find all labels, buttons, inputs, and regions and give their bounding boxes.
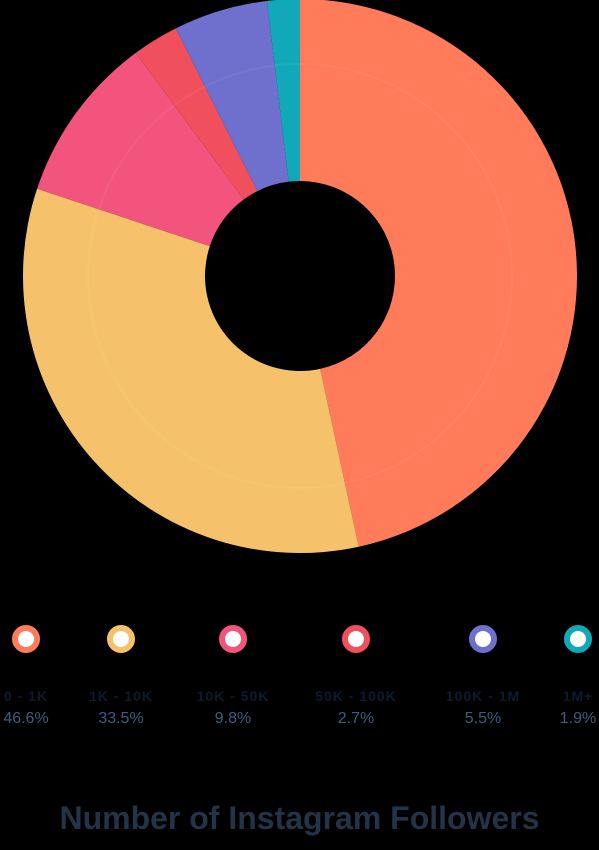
legend-marker-icon <box>219 625 247 653</box>
legend-item: 50K - 100K 2.7% <box>301 620 411 728</box>
legend-category-label: 50K - 100K <box>315 688 397 704</box>
legend-item: 1M+ 1.9% <box>523 620 599 728</box>
legend-value-label: 2.7% <box>337 710 375 727</box>
legend-value-label: 1.9% <box>559 710 597 727</box>
legend-value-label: 5.5% <box>464 710 502 727</box>
legend-marker-icon <box>342 625 370 653</box>
legend-category-label: 0 - 1K <box>3 688 49 704</box>
legend-item: 1K - 10K 33.5% <box>66 620 176 728</box>
legend-category-label: 1M+ <box>562 688 594 704</box>
donut-chart <box>22 0 577 554</box>
chart-title: Number of Instagram Followers <box>59 800 540 836</box>
donut-slice-5 <box>175 0 289 192</box>
donut-slice-2 <box>22 188 359 554</box>
legend-marker-icon <box>107 625 135 653</box>
legend-item: 0 - 1K 46.6% <box>0 620 81 728</box>
legend-item: 10K - 50K 9.8% <box>178 620 288 728</box>
legend-category-label: 100K - 1M <box>445 688 521 704</box>
legend-value-label: 9.8% <box>214 710 252 727</box>
donut-slice-1 <box>300 0 577 547</box>
donut-slice-4 <box>135 28 258 200</box>
donut-inner-ring <box>87 63 513 489</box>
legend-category-label: 1K - 10K <box>88 688 154 704</box>
donut-slice-6 <box>267 0 300 182</box>
legend-marker-icon <box>12 625 40 653</box>
donut-slice-3 <box>37 52 244 247</box>
legend-category-label: 10K - 50K <box>196 688 270 704</box>
legend-value-label: 33.5% <box>98 710 144 727</box>
legend-value-label: 46.6% <box>3 710 49 727</box>
legend: 0 - 1K 46.6% 1K - 10K 33.5% 10K - 50K 9.8% 50K… <box>0 620 599 740</box>
legend-marker-icon <box>564 625 592 653</box>
legend-item: 100K - 1M 5.5% <box>428 620 538 728</box>
legend-marker-icon <box>469 625 497 653</box>
